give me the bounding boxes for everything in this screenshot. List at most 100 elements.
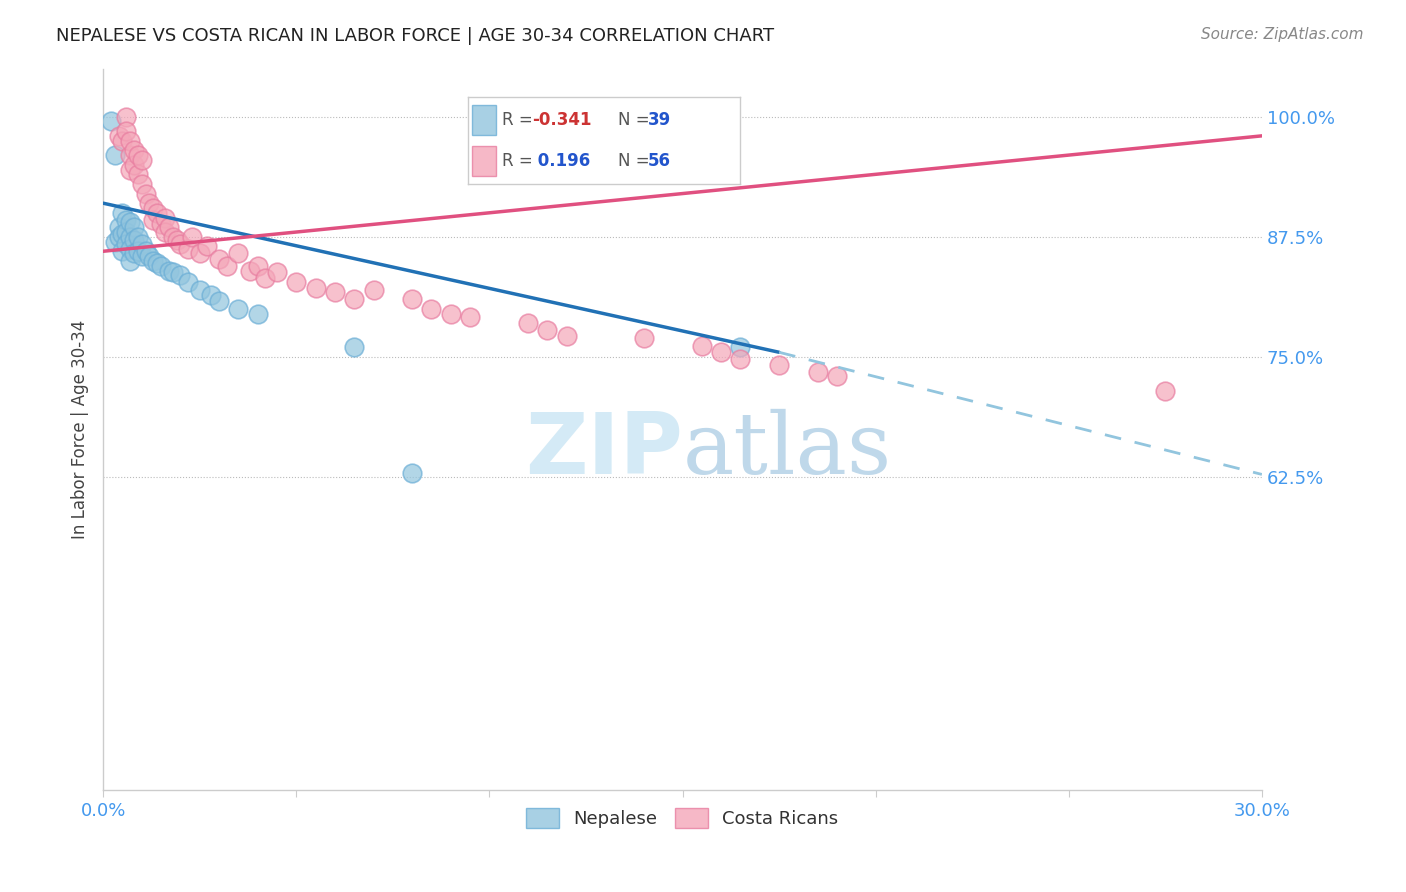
Point bbox=[146, 206, 169, 220]
Point bbox=[120, 134, 142, 148]
Point bbox=[142, 201, 165, 215]
Point bbox=[111, 244, 134, 259]
Point bbox=[122, 158, 145, 172]
Point bbox=[710, 345, 733, 359]
Point bbox=[162, 265, 184, 279]
Point bbox=[115, 124, 138, 138]
Point bbox=[266, 265, 288, 279]
Point bbox=[131, 236, 153, 251]
Point bbox=[150, 218, 173, 232]
Point bbox=[555, 329, 578, 343]
Point bbox=[363, 283, 385, 297]
Point bbox=[104, 235, 127, 249]
Point bbox=[120, 162, 142, 177]
Point bbox=[177, 243, 200, 257]
Point bbox=[120, 215, 142, 229]
Point bbox=[807, 364, 830, 378]
Point bbox=[304, 281, 326, 295]
Point bbox=[127, 148, 149, 162]
Text: Source: ZipAtlas.com: Source: ZipAtlas.com bbox=[1201, 27, 1364, 42]
Point bbox=[517, 317, 540, 331]
Point bbox=[138, 249, 160, 263]
Point bbox=[111, 227, 134, 241]
Point bbox=[633, 331, 655, 345]
Point bbox=[157, 220, 180, 235]
Point bbox=[246, 259, 269, 273]
Point bbox=[115, 110, 138, 124]
Point bbox=[166, 233, 188, 247]
Point bbox=[135, 186, 157, 201]
Point bbox=[188, 246, 211, 260]
Point bbox=[142, 213, 165, 227]
Point bbox=[285, 275, 308, 289]
Point bbox=[768, 358, 790, 372]
Point bbox=[208, 294, 231, 309]
Point bbox=[228, 246, 250, 260]
Point bbox=[157, 263, 180, 277]
Point bbox=[1154, 384, 1177, 398]
Point bbox=[169, 268, 191, 283]
Point bbox=[138, 196, 160, 211]
Point bbox=[120, 243, 142, 257]
Legend: Nepalese, Costa Ricans: Nepalese, Costa Ricans bbox=[519, 801, 846, 835]
Point bbox=[153, 211, 176, 225]
Point bbox=[120, 148, 142, 162]
Text: atlas: atlas bbox=[682, 409, 891, 492]
Point bbox=[120, 230, 142, 244]
Point bbox=[169, 236, 191, 251]
Point bbox=[730, 351, 752, 366]
Point bbox=[122, 220, 145, 235]
Point bbox=[440, 307, 463, 321]
Point bbox=[104, 148, 127, 162]
Point bbox=[127, 230, 149, 244]
Point bbox=[115, 213, 138, 227]
Point bbox=[146, 256, 169, 270]
Point bbox=[111, 206, 134, 220]
Point bbox=[107, 230, 129, 244]
Point bbox=[536, 323, 558, 337]
Point bbox=[323, 285, 346, 299]
Point bbox=[825, 369, 848, 384]
Point bbox=[153, 225, 176, 239]
Point bbox=[142, 253, 165, 268]
Point bbox=[208, 252, 231, 266]
Point bbox=[131, 177, 153, 191]
Point bbox=[120, 253, 142, 268]
Point bbox=[246, 307, 269, 321]
Point bbox=[228, 301, 250, 316]
Point bbox=[131, 249, 153, 263]
Point bbox=[122, 246, 145, 260]
Point bbox=[127, 244, 149, 259]
Point bbox=[122, 233, 145, 247]
Point bbox=[458, 310, 481, 324]
Point bbox=[239, 263, 262, 277]
Point bbox=[188, 283, 211, 297]
Point bbox=[730, 341, 752, 355]
Point bbox=[200, 287, 222, 301]
Point bbox=[181, 230, 204, 244]
Point bbox=[420, 301, 443, 316]
Point bbox=[215, 259, 238, 273]
Point bbox=[177, 275, 200, 289]
Point bbox=[135, 244, 157, 259]
Point bbox=[162, 230, 184, 244]
Text: NEPALESE VS COSTA RICAN IN LABOR FORCE | AGE 30-34 CORRELATION CHART: NEPALESE VS COSTA RICAN IN LABOR FORCE |… bbox=[56, 27, 775, 45]
Point bbox=[401, 293, 423, 307]
Point bbox=[401, 466, 423, 480]
Y-axis label: In Labor Force | Age 30-34: In Labor Force | Age 30-34 bbox=[72, 319, 89, 539]
Point bbox=[343, 341, 366, 355]
Point bbox=[150, 259, 173, 273]
Point bbox=[107, 128, 129, 143]
Text: ZIP: ZIP bbox=[524, 409, 682, 492]
Point bbox=[100, 114, 122, 128]
Point bbox=[127, 167, 149, 181]
Point bbox=[343, 293, 366, 307]
Point bbox=[197, 239, 219, 253]
Point bbox=[254, 271, 277, 285]
Point bbox=[122, 143, 145, 157]
Point bbox=[115, 236, 138, 251]
Point bbox=[107, 220, 129, 235]
Point bbox=[115, 225, 138, 239]
Point bbox=[131, 153, 153, 167]
Point bbox=[111, 134, 134, 148]
